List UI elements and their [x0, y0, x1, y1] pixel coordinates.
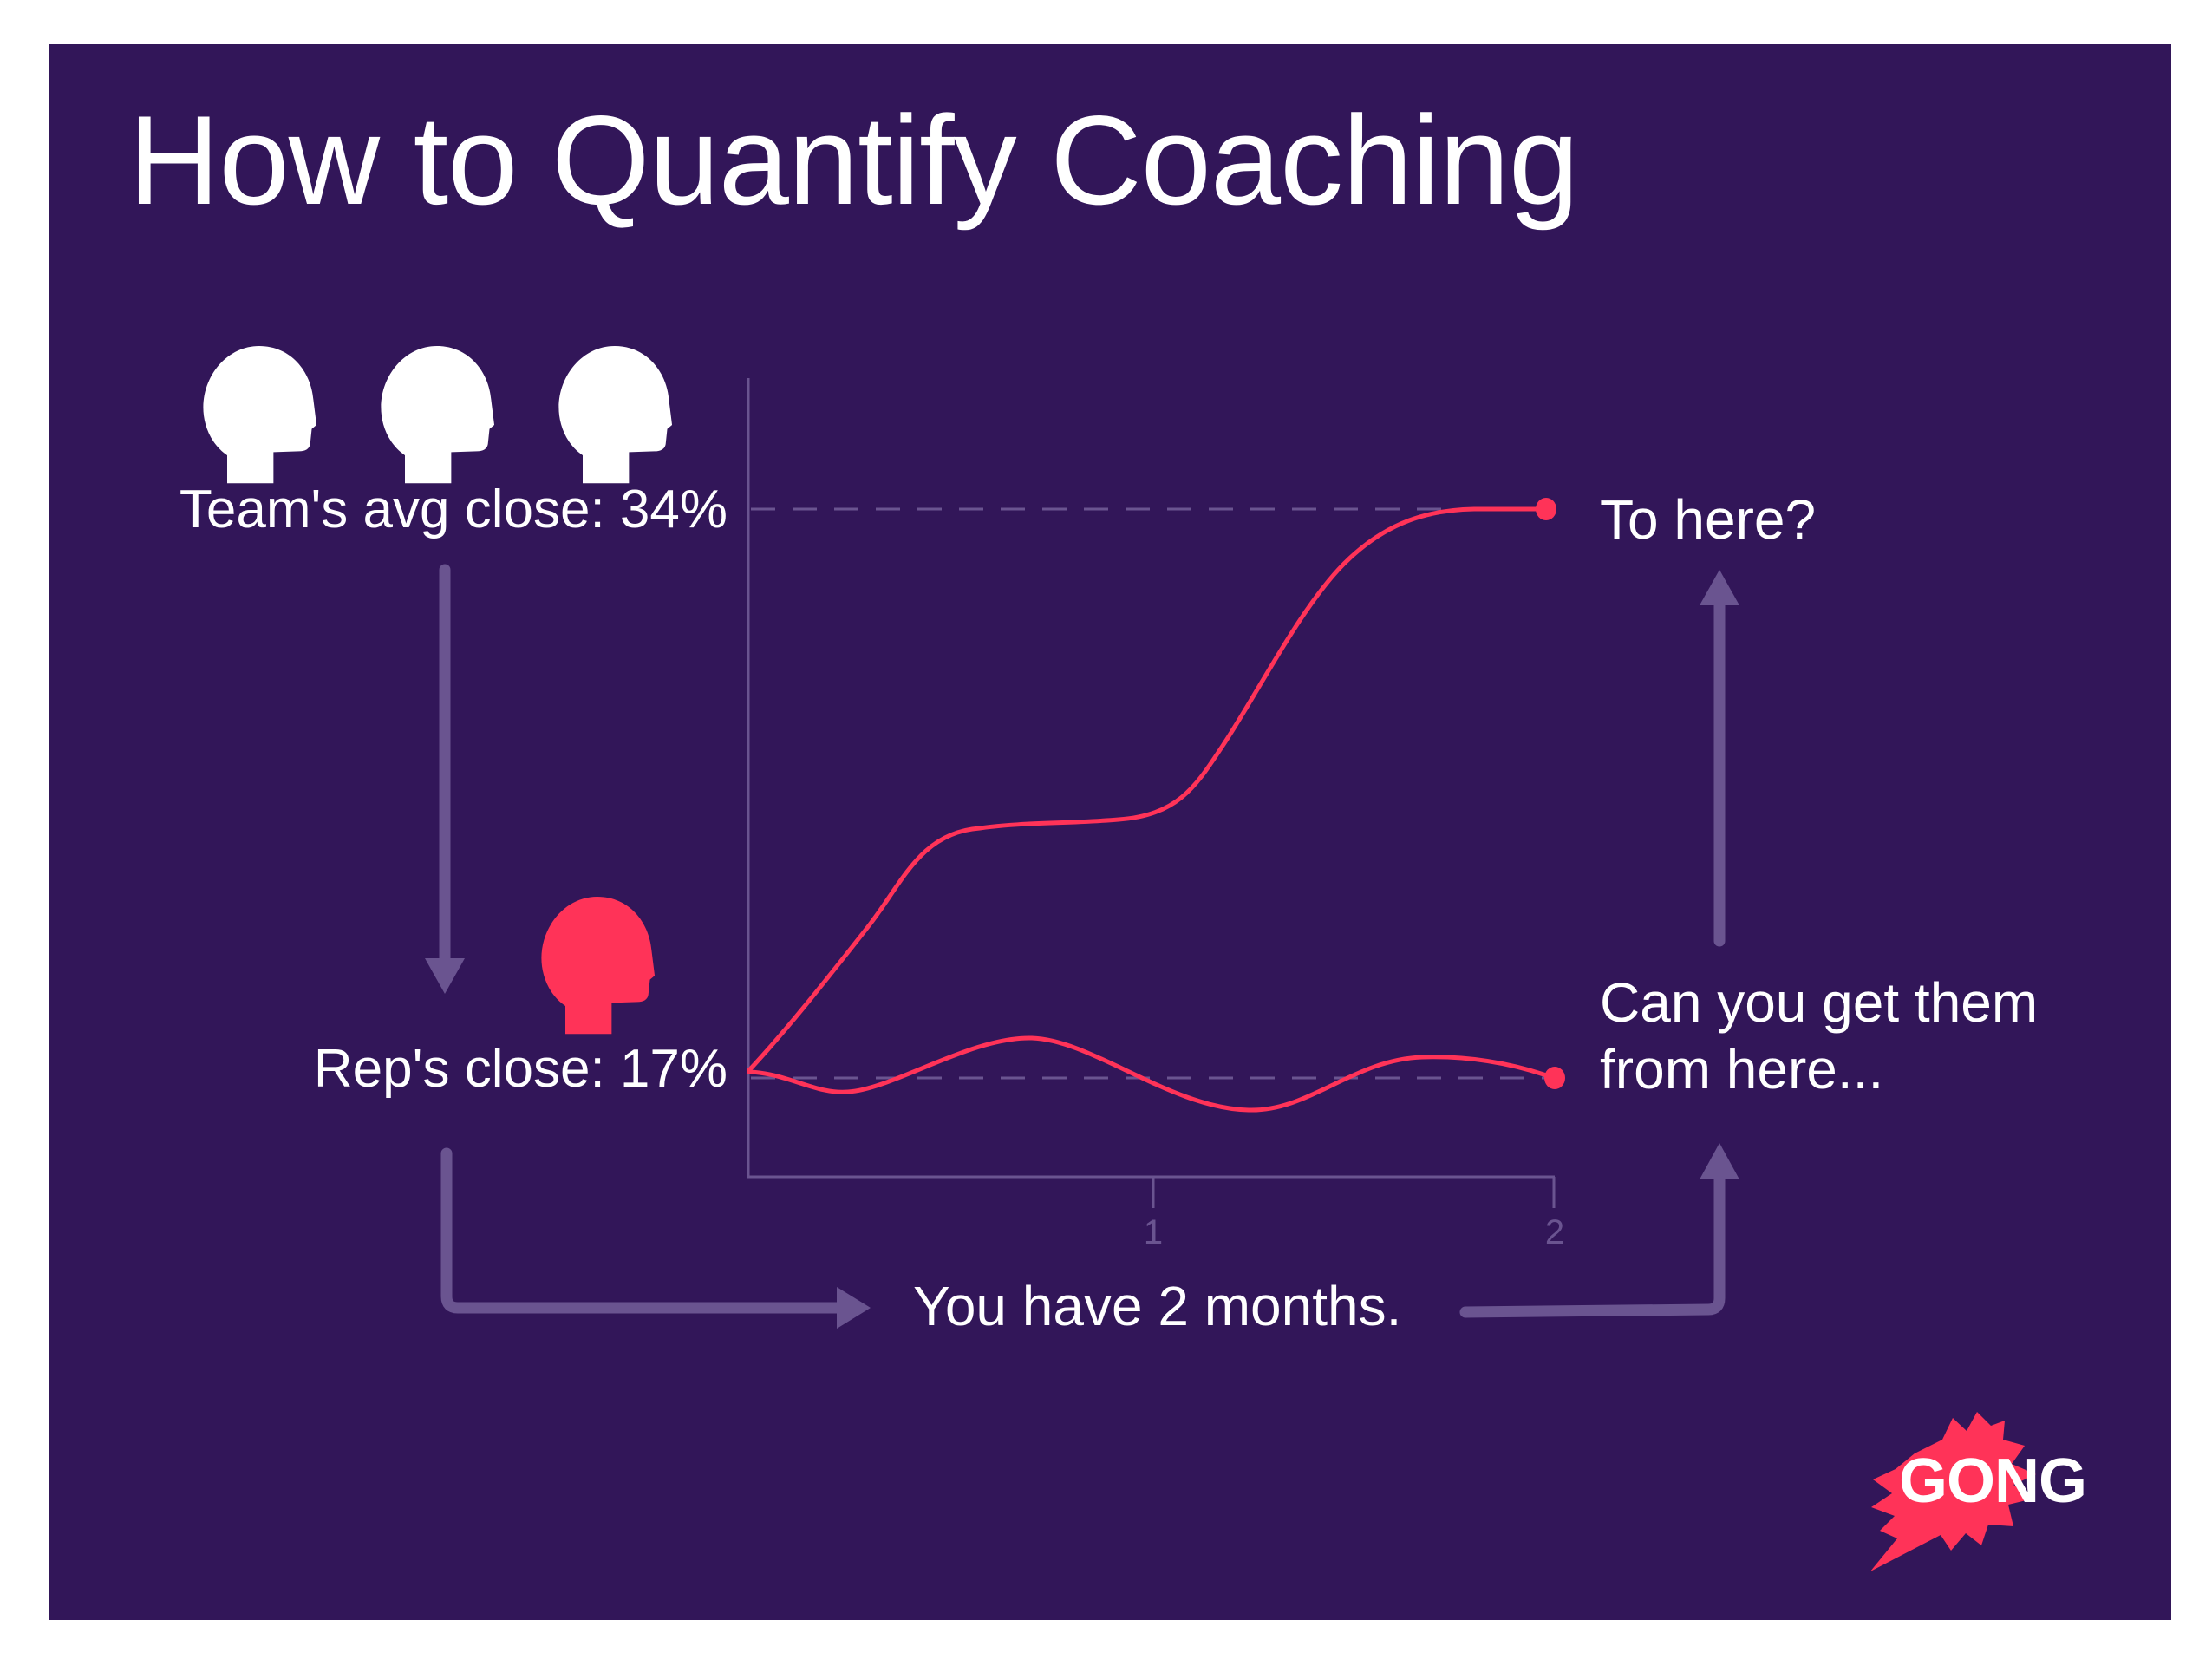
timeline-arrow-icon [440, 1147, 871, 1329]
team-head-icon-3 [558, 345, 673, 484]
team-head-icon-1 [203, 345, 317, 484]
current-trajectory-line [747, 1035, 1556, 1113]
team-avg-close-label: Team's avg close: 34% [179, 480, 728, 539]
page-title: How to Quantify Coaching [128, 89, 1579, 231]
gong-logo-burst-icon [1870, 1412, 2036, 1571]
current-endpoint-dot [1544, 1067, 1565, 1089]
timeframe-annotation: You have 2 months. [913, 1275, 1402, 1337]
rep-head-icon [541, 896, 656, 1035]
target-endpoint-dot [1536, 498, 1556, 520]
current-annotation-line-1: Can you get them [1600, 971, 2039, 1034]
up-arrow-from-timeline-icon [1459, 1143, 1739, 1318]
down-arrow-icon [425, 564, 465, 994]
rep-close-label: Rep's close: 17% [313, 1039, 728, 1099]
infographic-panel [49, 44, 2171, 1620]
x-tick-label-1: 1 [1143, 1213, 1164, 1251]
current-annotation-line-2: from here... [1600, 1038, 1884, 1101]
chart-axes [747, 378, 1556, 1208]
gong-logo-text: GONG [1899, 1447, 2087, 1516]
x-tick-label-2: 2 [1544, 1213, 1565, 1251]
team-head-icon-2 [381, 345, 495, 484]
current-annotation: Can you get them from here... [1600, 970, 2038, 1103]
target-trajectory-line [747, 506, 1548, 1073]
target-annotation: To here? [1600, 488, 1817, 551]
up-arrow-icon [1700, 570, 1739, 947]
